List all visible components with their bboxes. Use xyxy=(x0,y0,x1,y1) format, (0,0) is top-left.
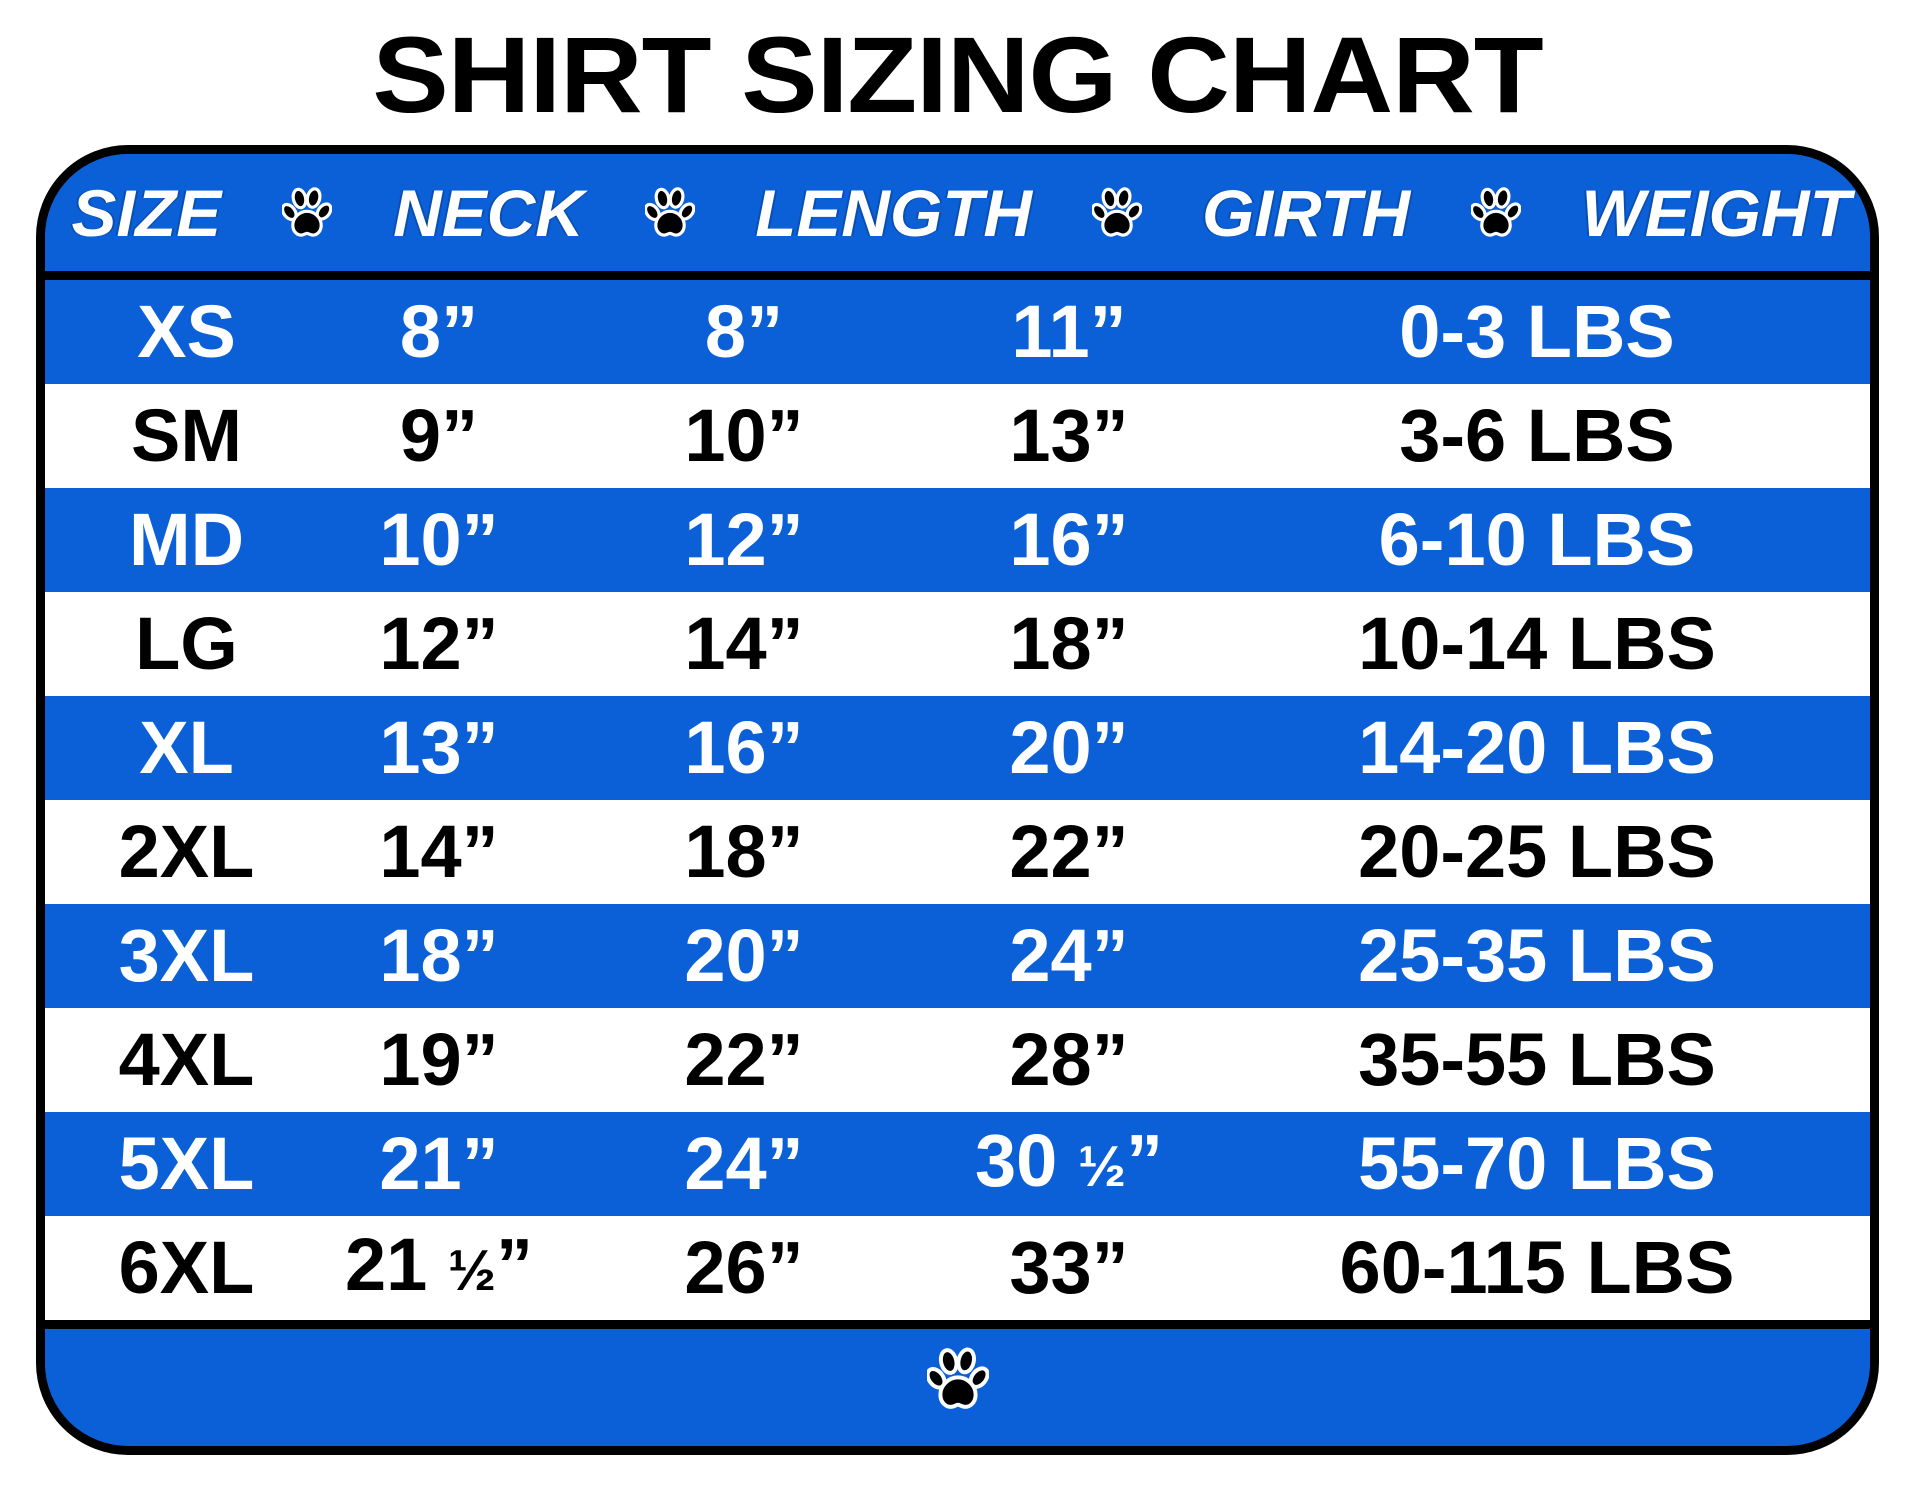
column-header-size: SIZE xyxy=(71,175,222,250)
cell-length: 12” xyxy=(684,498,804,581)
sizing-chart-card: SIZE NECK xyxy=(36,145,1879,1455)
cell-neck: 12” xyxy=(379,602,499,685)
cell-length: 18” xyxy=(684,810,804,893)
cell-neck: 18” xyxy=(379,914,499,997)
cell-weight: 3-6 LBS xyxy=(1399,394,1675,477)
cell-neck: 13” xyxy=(379,706,499,789)
cell-weight: 14-20 LBS xyxy=(1358,706,1716,789)
table-row: XL 13” 16” 20” 14-20 LBS xyxy=(45,696,1870,800)
cell-size: 4XL xyxy=(118,1018,255,1101)
cell-size: XS xyxy=(137,290,236,373)
cell-weight: 6-10 LBS xyxy=(1378,498,1696,581)
page-title: SHIRT SIZING CHART xyxy=(372,14,1543,135)
cell-neck: 8” xyxy=(399,290,479,373)
column-header-length: LENGTH xyxy=(754,175,1032,250)
cell-girth: 13” xyxy=(1009,394,1129,477)
column-header-girth: GIRTH xyxy=(1202,175,1411,250)
cell-girth: 24” xyxy=(1009,914,1129,997)
cell-neck: 19” xyxy=(379,1018,499,1101)
table-row: LG 12” 14” 18” 10-14 LBS xyxy=(45,592,1870,696)
cell-length: 20” xyxy=(684,914,804,997)
cell-size: MD xyxy=(128,498,245,581)
cell-girth: 33” xyxy=(1009,1226,1129,1309)
cell-weight: 0-3 LBS xyxy=(1399,290,1675,373)
cell-girth: 16” xyxy=(1009,498,1129,581)
cell-weight: 25-35 LBS xyxy=(1358,914,1716,997)
cell-weight: 20-25 LBS xyxy=(1358,810,1716,893)
table-header-row: SIZE NECK xyxy=(45,154,1870,280)
paw-print-icon xyxy=(1471,186,1522,240)
cell-neck: 9” xyxy=(399,394,479,477)
cell-size: 3XL xyxy=(118,914,255,997)
cell-length: 14” xyxy=(684,602,804,685)
cell-length: 22” xyxy=(684,1018,804,1101)
cell-neck: 10” xyxy=(379,498,499,581)
table-header-inner: SIZE NECK xyxy=(45,177,1870,249)
cell-size: LG xyxy=(135,602,238,685)
cell-weight: 55-70 LBS xyxy=(1358,1122,1716,1205)
cell-length: 26” xyxy=(684,1226,804,1309)
cell-neck: 21” xyxy=(379,1122,499,1205)
cell-girth: 20” xyxy=(1009,706,1129,789)
cell-size: 6XL xyxy=(118,1226,255,1309)
paw-print-icon xyxy=(644,186,695,240)
table-row: MD 10” 12” 16” 6-10 LBS xyxy=(45,488,1870,592)
paw-print-icon xyxy=(926,1346,989,1413)
cell-length: 8” xyxy=(704,290,784,373)
cell-girth: 22” xyxy=(1009,810,1129,893)
cell-weight: 10-14 LBS xyxy=(1358,602,1716,685)
paw-print-icon xyxy=(1091,186,1142,240)
cell-girth: 18” xyxy=(1009,602,1129,685)
cell-girth: 11” xyxy=(1011,290,1127,373)
cell-size: SM xyxy=(131,394,242,477)
cell-length: 24” xyxy=(684,1122,804,1205)
cell-size: 2XL xyxy=(118,810,255,893)
cell-length: 16” xyxy=(684,706,804,789)
cell-weight: 35-55 LBS xyxy=(1358,1018,1716,1101)
table-row: 6XL 21 ½” 26” 33” 60-115 LBS xyxy=(45,1216,1870,1320)
cell-girth: 28” xyxy=(1009,1018,1129,1101)
column-header-weight: WEIGHT xyxy=(1581,175,1851,250)
cell-size: XL xyxy=(139,706,234,789)
card-footer xyxy=(45,1320,1870,1429)
cell-length: 10” xyxy=(684,394,804,477)
cell-neck: 21 ½” xyxy=(344,1223,533,1306)
paw-print-icon xyxy=(282,186,333,240)
table-body: XS 8” 8” 11” 0-3 LBS SM 9” 10” 13” 3-6 LBS MD 10” 12… xyxy=(45,280,1870,1320)
table-row: XS 8” 8” 11” 0-3 LBS xyxy=(45,280,1870,384)
table-row: 4XL 19” 22” 28” 35-55 LBS xyxy=(45,1008,1870,1112)
cell-size: 5XL xyxy=(118,1122,255,1205)
table-row: SM 9” 10” 13” 3-6 LBS xyxy=(45,384,1870,488)
column-header-neck: NECK xyxy=(393,175,585,250)
cell-weight: 60-115 LBS xyxy=(1339,1226,1735,1309)
cell-girth: 30 ½” xyxy=(974,1119,1163,1202)
table-row: 2XL 14” 18” 22” 20-25 LBS xyxy=(45,800,1870,904)
table-row: 5XL 21” 24” 30 ½” 55-70 LBS xyxy=(45,1112,1870,1216)
table-row: 3XL 18” 20” 24” 25-35 LBS xyxy=(45,904,1870,1008)
cell-neck: 14” xyxy=(379,810,499,893)
